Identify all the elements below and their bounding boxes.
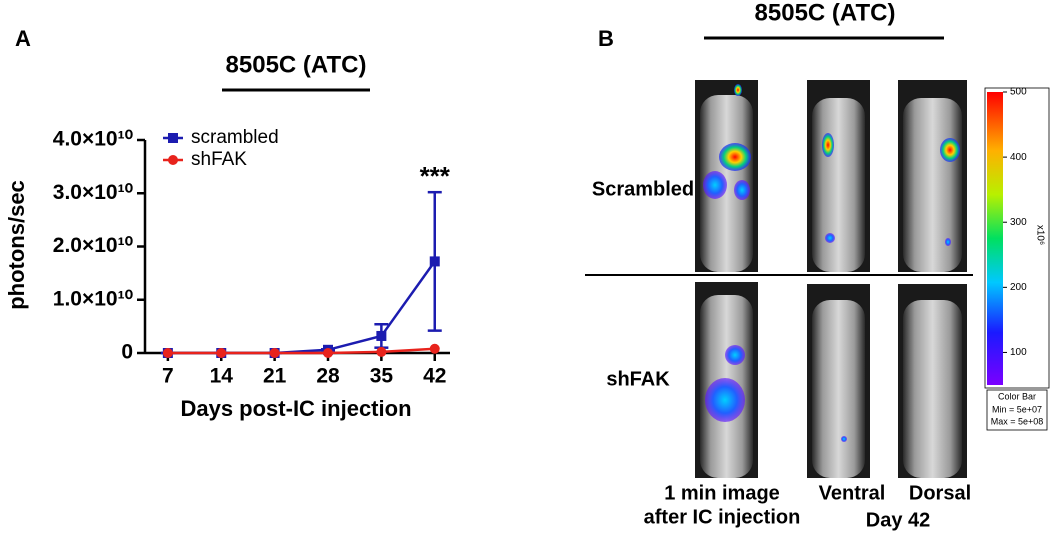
legend-marker <box>168 155 178 165</box>
legend-label: shFAK <box>191 149 247 170</box>
marker <box>429 256 440 267</box>
panel-title: 8505C (ATC) <box>755 0 896 26</box>
annotation: *** <box>420 161 451 191</box>
color-bar-note: Min = 5e+07 <box>992 404 1042 414</box>
color-bar-unit: x10⁶ <box>1034 225 1045 245</box>
marker <box>216 348 227 358</box>
y-tick-label: 2.0×10¹⁰ <box>53 234 134 257</box>
mouse <box>812 98 865 272</box>
series-line <box>167 260 436 355</box>
x-axis-label: Days post-IC injection <box>180 396 411 421</box>
color-tick-label: 200 <box>1010 282 1027 293</box>
caption: after IC injection <box>644 506 801 528</box>
view-label: Ventral <box>819 482 886 504</box>
day-label: Day 42 <box>866 509 931 531</box>
x-tick-label: 21 <box>263 365 287 388</box>
chart-title: 8505C (ATC) <box>226 51 367 78</box>
color-tick-label: 300 <box>1010 217 1027 228</box>
signal <box>945 238 951 246</box>
panel-label: B <box>598 26 614 51</box>
y-tick-label: 4.0×10¹⁰ <box>53 128 134 151</box>
color-tick-label: 100 <box>1010 347 1027 358</box>
signal <box>703 171 727 199</box>
x-tick-label: 14 <box>210 365 234 388</box>
caption: 1 min image <box>664 482 780 504</box>
marker <box>376 330 387 341</box>
series-line <box>167 347 435 355</box>
x-tick-label: 28 <box>316 365 340 388</box>
x-tick-label: 7 <box>162 365 174 388</box>
marker <box>269 348 280 358</box>
y-tick-label: 1.0×10¹⁰ <box>53 287 134 310</box>
color-bar-note: Color Bar <box>998 391 1036 401</box>
row-label: shFAK <box>606 368 670 390</box>
marker <box>323 348 333 358</box>
mouse <box>903 300 962 478</box>
legend-label: scrambled <box>191 127 279 148</box>
color-bar-note: Max = 5e+08 <box>991 416 1044 426</box>
color-scale <box>987 92 1003 385</box>
marker <box>376 346 387 357</box>
x-tick-label: 35 <box>370 365 394 388</box>
signal <box>734 84 742 96</box>
legend-marker <box>168 133 178 143</box>
mouse <box>812 300 865 478</box>
signal <box>841 436 847 442</box>
signal <box>719 143 751 171</box>
signal <box>940 138 960 162</box>
color-tick-label: 500 <box>1010 87 1027 98</box>
panel-label: A <box>15 26 31 51</box>
signal <box>825 233 835 243</box>
signal <box>705 378 745 422</box>
signal <box>734 180 750 200</box>
color-bar: Color Bar Min = 5e+07 Max = 5e+08 x10⁶ 1… <box>984 87 1050 432</box>
marker <box>162 348 173 358</box>
color-bar-box <box>986 389 1048 431</box>
signal <box>725 345 745 365</box>
y-tick-label: 0 <box>121 341 133 364</box>
row-label: Scrambled <box>592 178 694 200</box>
color-tick-label: 400 <box>1010 152 1027 163</box>
view-label: Dorsal <box>909 482 971 504</box>
marker <box>429 343 440 354</box>
x-tick-label: 42 <box>423 365 446 388</box>
mouse-images <box>695 80 967 478</box>
mouse <box>903 98 962 272</box>
plot-area: 0 1.0×10¹⁰ 2.0×10¹⁰ 3.0×10¹⁰ 4.0×10¹⁰ 7 14 21 28… <box>53 127 451 388</box>
y-tick-label: 3.0×10¹⁰ <box>53 181 134 204</box>
y-axis-label: photons/sec <box>4 180 29 310</box>
signal <box>822 133 834 157</box>
